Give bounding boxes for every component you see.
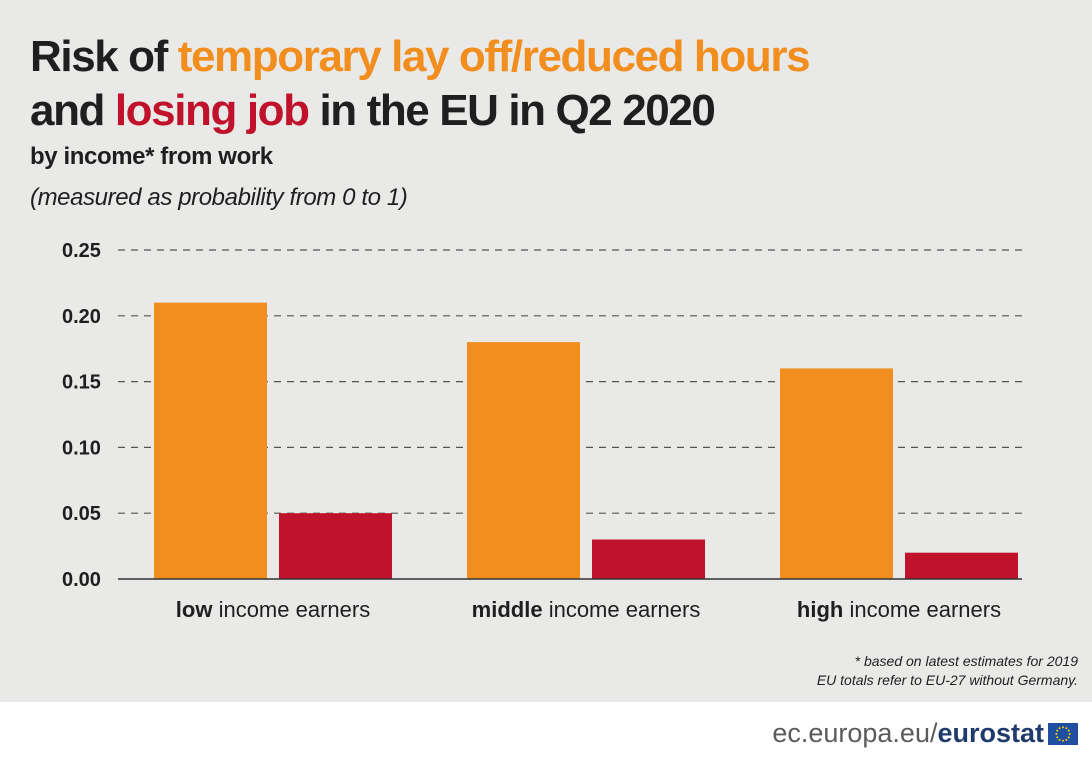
x-category-label: middle income earners <box>472 597 701 622</box>
bar-losing-job <box>905 552 1018 579</box>
footnote-line-1: * based on latest estimates for 2019 <box>854 653 1078 669</box>
x-category-bold: middle <box>472 597 543 622</box>
bar-chart: 0.00 0.05 0.10 0.15 0.20 0.25 low income earne… <box>62 240 1022 622</box>
eurostat-brand[interactable]: ec.europa.eu/eurostat <box>772 718 1078 749</box>
footnote: * based on latest estimates for 2019 EU … <box>817 652 1078 690</box>
chart-panel: Risk of temporary lay off/reduced hours a… <box>0 0 1092 702</box>
title-highlight-losing-job: losing job <box>114 86 310 135</box>
eu-flag-icon <box>1048 722 1078 745</box>
title-part-3: and <box>30 86 115 135</box>
bar-layoff <box>467 342 580 579</box>
x-category-rest: income earners <box>212 597 370 622</box>
x-category-label: high income earners <box>797 597 1001 622</box>
x-category-bold: high <box>797 597 843 622</box>
title-part-1: Risk of <box>30 32 178 81</box>
title-highlight-layoff: temporary lay off/reduced hours <box>177 32 811 81</box>
y-tick-label: 0.05 <box>62 503 101 525</box>
page-title: Risk of temporary lay off/reduced hours a… <box>30 30 1070 138</box>
title-part-5: in the EU in Q2 2020 <box>308 86 715 135</box>
y-tick-label: 0.10 <box>62 437 101 459</box>
y-tick-label: 0.20 <box>62 306 101 328</box>
bar-losing-job <box>279 513 392 579</box>
bar-layoff <box>780 368 893 579</box>
subtitle: by income* from work <box>30 143 273 170</box>
bar-losing-job <box>592 539 705 579</box>
brand-url-prefix: ec.europa.eu/ <box>772 718 938 748</box>
y-tick-label: 0.00 <box>62 569 101 591</box>
y-tick-label: 0.15 <box>62 372 101 394</box>
footnote-line-2: EU totals refer to EU-27 without Germany… <box>816 672 1078 688</box>
y-tick-label: 0.25 <box>62 240 101 262</box>
x-category-rest: income earners <box>843 597 1001 622</box>
measure-note: (measured as probability from 0 to 1) <box>30 184 408 211</box>
x-category-rest: income earners <box>543 597 701 622</box>
x-category-bold: low <box>176 597 214 622</box>
bar-layoff <box>154 302 267 579</box>
brand-url-name: eurostat <box>937 718 1044 748</box>
x-category-label: low income earners <box>176 597 370 622</box>
